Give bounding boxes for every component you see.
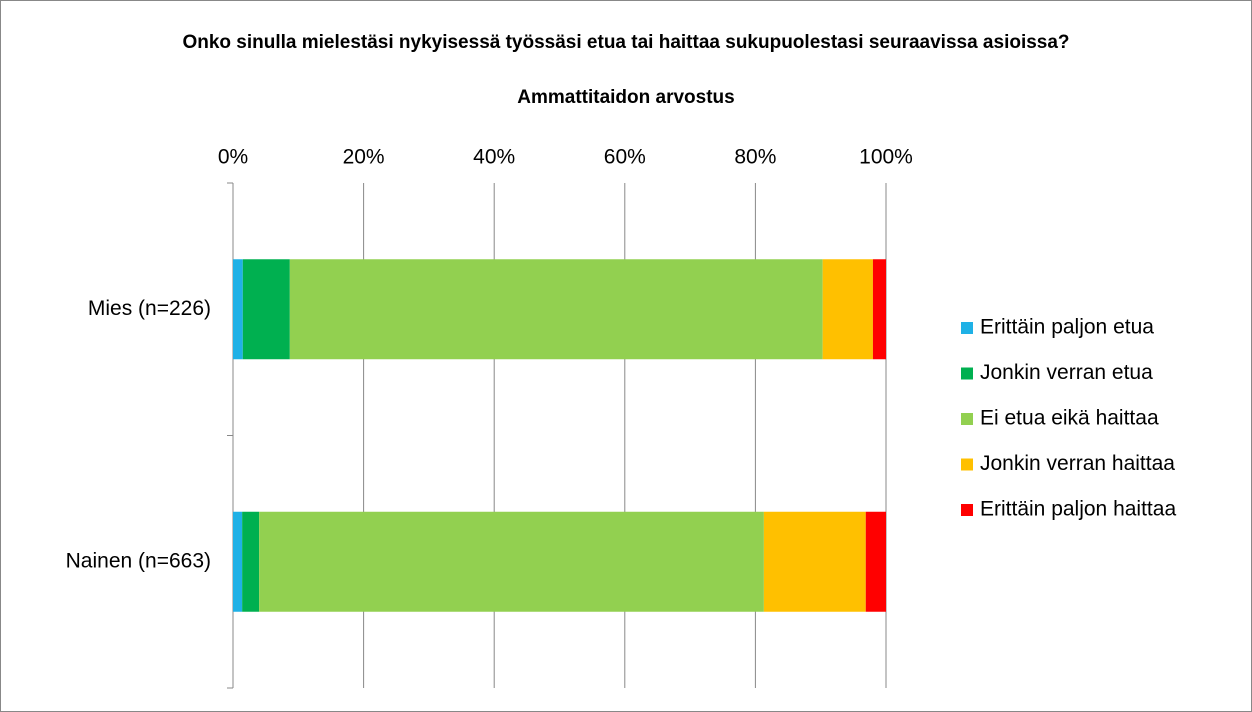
x-tick-label: 60% [604,146,646,169]
bar-segment [259,511,764,612]
legend-label: Erittäin paljon etua [980,316,1154,339]
chart-subtitle: Ammattitaidon arvostus [517,87,735,108]
x-tick-label: 40% [473,146,515,169]
bar-segment [865,511,886,612]
legend-swatch [961,413,973,425]
y-tick-label: Nainen (n=663) [66,549,211,572]
bar-segment [872,259,886,360]
bar-segment [242,259,290,360]
x-tick-label: 80% [734,146,776,169]
legend-swatch [961,322,973,334]
legend-label: Ei etua eikä haittaa [980,407,1159,430]
legend-swatch [961,504,973,516]
x-tick-label: 100% [859,146,913,169]
legend-swatch [961,367,973,380]
bar-segment [233,259,243,360]
x-tick-label: 0% [218,146,248,169]
bar-segment [289,259,823,360]
bar-segment [822,259,873,360]
bar-segment [233,511,243,612]
legend-label: Jonkin verran etua [980,361,1153,384]
legend-swatch [961,458,973,471]
legend-label: Erittäin paljon haittaa [980,498,1176,521]
bar-segment [242,511,260,612]
chart-title: Onko sinulla mielestäsi nykyisessä työss… [182,32,1070,53]
x-tick-label: 20% [343,146,385,169]
legend-label: Jonkin verran haittaa [980,452,1175,475]
bar-segment [763,511,866,612]
y-tick-label: Mies (n=226) [88,297,211,320]
